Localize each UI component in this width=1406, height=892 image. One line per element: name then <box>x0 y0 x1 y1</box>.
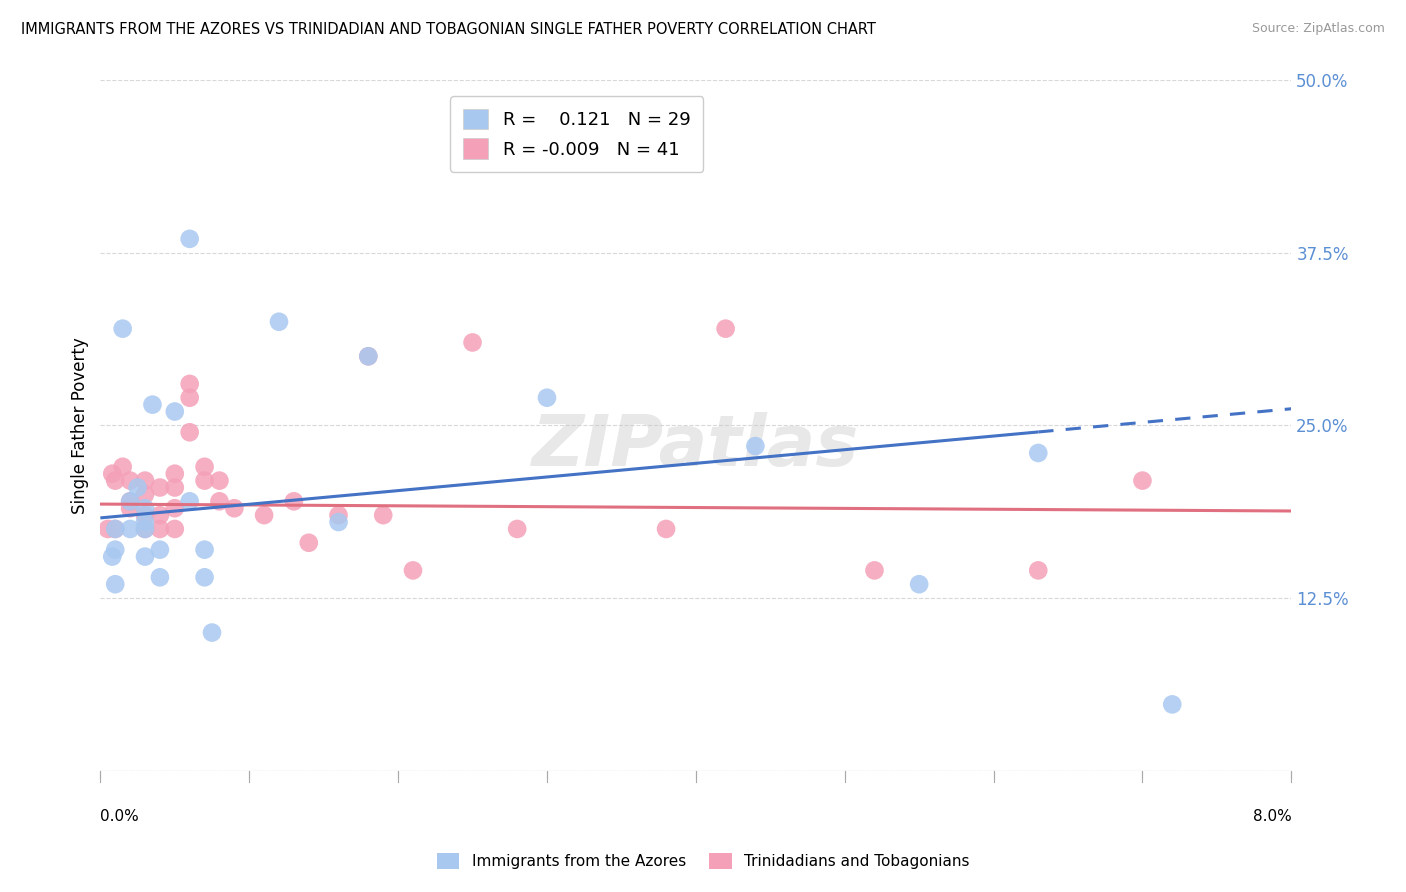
Point <box>267 315 290 329</box>
Point <box>104 474 127 488</box>
Point <box>1132 474 1154 488</box>
Point <box>149 542 172 557</box>
Point <box>908 577 931 591</box>
Text: Source: ZipAtlas.com: Source: ZipAtlas.com <box>1251 22 1385 36</box>
Point <box>357 349 380 363</box>
Point <box>111 459 134 474</box>
Point <box>163 404 186 418</box>
Point <box>163 481 186 495</box>
Point <box>120 494 142 508</box>
Point <box>328 515 350 529</box>
Point <box>179 494 201 508</box>
Point <box>357 349 380 363</box>
Point <box>134 501 156 516</box>
Text: IMMIGRANTS FROM THE AZORES VS TRINIDADIAN AND TOBAGONIAN SINGLE FATHER POVERTY C: IMMIGRANTS FROM THE AZORES VS TRINIDADIA… <box>21 22 876 37</box>
Point <box>97 522 120 536</box>
Point <box>193 459 215 474</box>
Text: 0.0%: 0.0% <box>100 809 139 823</box>
Point <box>104 577 127 591</box>
Point <box>149 570 172 584</box>
Point <box>193 570 215 584</box>
Point <box>193 474 215 488</box>
Point <box>134 487 156 501</box>
Point <box>111 321 134 335</box>
Point <box>134 474 156 488</box>
Point <box>163 522 186 536</box>
Point <box>744 439 766 453</box>
Point <box>104 542 127 557</box>
Point <box>201 625 224 640</box>
Point <box>1026 563 1049 577</box>
Point <box>149 508 172 523</box>
Legend: R =    0.121   N = 29, R = -0.009   N = 41: R = 0.121 N = 29, R = -0.009 N = 41 <box>450 96 703 172</box>
Legend: Immigrants from the Azores, Trinidadians and Tobagonians: Immigrants from the Azores, Trinidadians… <box>430 847 976 875</box>
Point <box>104 522 127 536</box>
Point <box>101 549 124 564</box>
Point <box>506 522 529 536</box>
Point <box>134 515 156 529</box>
Point <box>461 335 484 350</box>
Point <box>714 321 737 335</box>
Text: ZIPatlas: ZIPatlas <box>531 411 859 481</box>
Point <box>134 522 156 536</box>
Point <box>655 522 678 536</box>
Point <box>134 549 156 564</box>
Point <box>283 494 305 508</box>
Point <box>179 376 201 391</box>
Point <box>163 467 186 481</box>
Point <box>208 494 231 508</box>
Point <box>127 481 149 495</box>
Point <box>298 535 321 549</box>
Point <box>104 522 127 536</box>
Point <box>863 563 886 577</box>
Point <box>163 501 186 516</box>
Point <box>253 508 276 523</box>
Point <box>536 391 558 405</box>
Point <box>179 391 201 405</box>
Point <box>101 467 124 481</box>
Point <box>1026 446 1049 460</box>
Point <box>402 563 425 577</box>
Point <box>120 474 142 488</box>
Point <box>328 508 350 523</box>
Y-axis label: Single Father Poverty: Single Father Poverty <box>72 337 89 514</box>
Point <box>149 522 172 536</box>
Point <box>149 481 172 495</box>
Point <box>193 542 215 557</box>
Point <box>373 508 395 523</box>
Point <box>134 508 156 523</box>
Point <box>1161 698 1184 712</box>
Text: 8.0%: 8.0% <box>1253 809 1291 823</box>
Point <box>179 232 201 246</box>
Point <box>120 501 142 516</box>
Point <box>179 425 201 440</box>
Point <box>120 522 142 536</box>
Point <box>120 494 142 508</box>
Point <box>208 474 231 488</box>
Point <box>224 501 246 516</box>
Point <box>141 398 163 412</box>
Point <box>134 522 156 536</box>
